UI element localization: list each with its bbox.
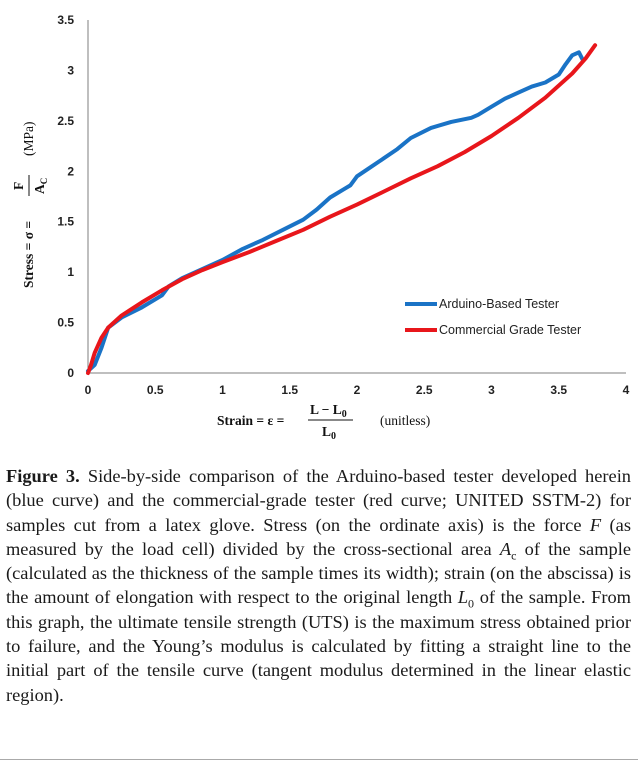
y-tick-label: 3.5 [57,13,74,27]
caption-segment: c [511,548,517,563]
x-tick-label: 2.5 [416,383,433,397]
caption-segment: of the sample. From this graph, the ulti… [6,587,631,705]
x-tick-label: 4 [623,383,630,397]
legend: Arduino-Based Tester Commercial Grade Te… [405,297,581,337]
y-tick-label: 0 [67,366,74,380]
x-tick-label: 3.5 [550,383,567,397]
x-tick-label: 1 [219,383,226,397]
x-axis-title-numerator: L − L0 [310,402,347,420]
caption-segment: 0 [468,597,475,612]
legend-label-arduino: Arduino-Based Tester [439,297,559,311]
y-tick-label: 1 [67,265,74,279]
caption-segment: F [589,514,602,535]
x-tick-label: 0.5 [147,383,164,397]
x-axis-unit: (unitless) [380,413,430,428]
y-tick-label: 3 [67,63,74,77]
y-tick-labels: 0 0.5 1 1.5 2 2.5 3 3.5 [57,13,74,380]
x-tick-labels: 0 0.5 1 1.5 2 2.5 3 3.5 4 [85,383,630,397]
series-line-arduino [86,50,585,373]
caption-segment: L [457,587,469,608]
series-line-commercial [86,43,598,375]
x-tick-label: 3 [488,383,495,397]
y-axis-title-numerator: F [11,182,26,190]
series-layer [86,43,598,375]
x-tick-label: 0 [85,383,92,397]
y-axis-unit: (MPa) [21,122,36,157]
figure-caption: Figure 3. Side-by-side comparison of the… [6,464,631,707]
caption-segment: of the sample (calculated as the thickne… [6,538,631,608]
y-tick-label: 2 [67,164,74,178]
x-axis-title-denominator: L0 [322,424,336,442]
x-tick-label: 1.5 [281,383,298,397]
y-axis-title-denominator: AC [32,178,49,194]
y-axis-title: Stress = σ = F AC (MPa) [11,122,49,289]
caption-segment: A [499,538,512,559]
y-axis-title-prefix: Stress = σ = [21,221,36,288]
tensile-chart: 0 0.5 1 1.5 2 2.5 3 3.5 4 0 0.5 1 1.5 2 2.5 3 3.5 Ardui… [11,13,630,442]
caption-segment: Side-by-side comparison of the Arduino-b… [6,466,631,535]
y-tick-label: 1.5 [57,215,74,229]
x-axis-title-prefix: Strain = ε = [217,413,284,428]
x-axis-title: Strain = ε = L − L0 L0 (unitless) [217,402,430,442]
legend-label-commercial: Commercial Grade Tester [439,323,581,337]
y-tick-label: 0.5 [57,316,74,330]
caption-segment: (as measured by the load cell) divided b… [6,514,631,559]
y-tick-label: 2.5 [57,114,74,128]
figure-label: Figure 3. [6,466,80,486]
bottom-rule [0,759,638,760]
x-tick-label: 2 [354,383,361,397]
